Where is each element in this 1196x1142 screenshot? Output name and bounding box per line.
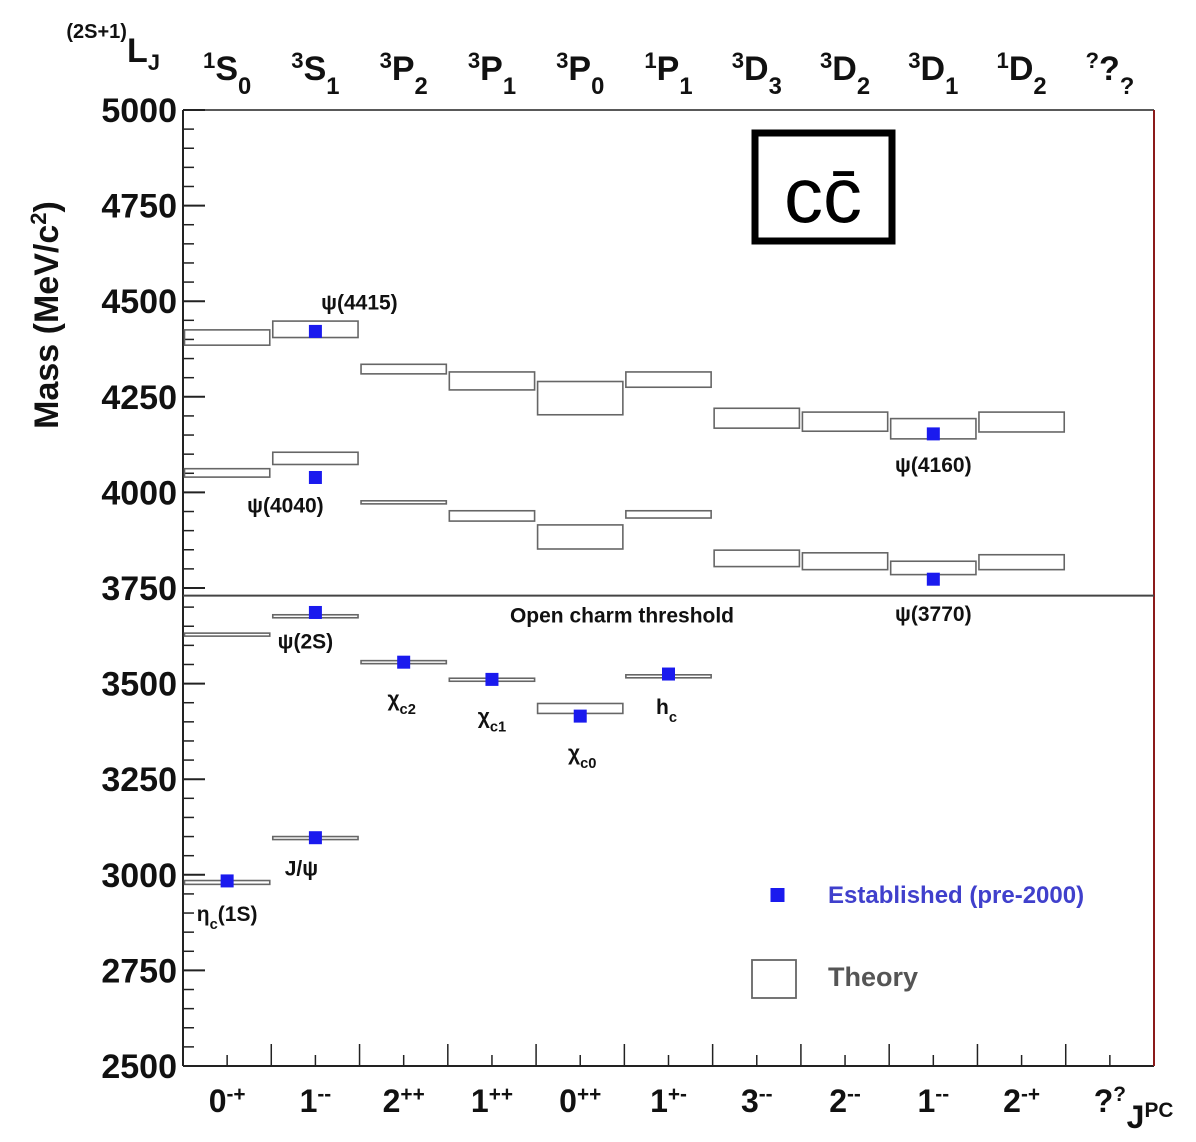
state-label: χc2 bbox=[387, 688, 415, 718]
legend-established-marker bbox=[770, 888, 785, 902]
theory-box bbox=[713, 549, 801, 568]
theory-box bbox=[889, 560, 977, 576]
state-label: ηc(1S) bbox=[197, 903, 258, 933]
established-point bbox=[308, 605, 322, 619]
y-axis-title: Mass (MeV/c2) bbox=[26, 201, 67, 429]
legend-theory-label: Theory bbox=[828, 962, 918, 992]
established-point bbox=[397, 655, 411, 669]
established-point bbox=[573, 709, 587, 723]
threshold-label: Open charm threshold bbox=[510, 605, 734, 628]
column-label-spectro: 1P1 bbox=[644, 48, 692, 100]
column-label-spectro: 1D2 bbox=[997, 48, 1047, 100]
y-tick-label: 4000 bbox=[101, 474, 177, 512]
theory-box bbox=[536, 524, 624, 550]
column-label-jpc: ?? bbox=[1094, 1083, 1126, 1120]
column-label-jpc: 1-- bbox=[300, 1083, 332, 1120]
column-label-spectro: 3P2 bbox=[380, 48, 428, 100]
column-label-spectro: 3D1 bbox=[908, 48, 958, 100]
column-label-jpc: 2++ bbox=[383, 1083, 425, 1120]
column-label-spectro: 3P0 bbox=[556, 48, 604, 100]
y-tick-label: 4750 bbox=[101, 188, 177, 226]
column-label-jpc: 1-- bbox=[917, 1083, 949, 1120]
state-label: ψ(4160) bbox=[895, 454, 972, 477]
y-tick-label: 4500 bbox=[101, 283, 177, 321]
y-tick-label: 4250 bbox=[101, 379, 177, 417]
column-label-jpc: 3-- bbox=[741, 1083, 773, 1120]
column-label-spectro: 3D3 bbox=[732, 48, 782, 100]
state-label: ψ(4040) bbox=[247, 494, 324, 517]
established-point bbox=[926, 572, 940, 586]
established-point bbox=[308, 831, 322, 845]
column-label-spectro: 3P1 bbox=[468, 48, 516, 100]
column-label-jpc: 0++ bbox=[559, 1083, 601, 1120]
theory-box bbox=[625, 509, 712, 519]
theory-box bbox=[271, 451, 359, 466]
y-tick-label: 3250 bbox=[101, 761, 177, 799]
theory-box bbox=[448, 509, 536, 522]
theory-box bbox=[448, 371, 536, 391]
legend-established-label: Established (pre-2000) bbox=[828, 882, 1084, 909]
column-label-jpc: 1+- bbox=[650, 1083, 687, 1120]
y-tick-label: 3000 bbox=[101, 857, 177, 895]
theory-box bbox=[360, 363, 448, 375]
theory-box bbox=[801, 411, 889, 433]
theory-box bbox=[536, 380, 624, 416]
column-label-jpc: 2-- bbox=[829, 1083, 861, 1120]
x-axis-title: JPC bbox=[1127, 1099, 1174, 1136]
theory-box bbox=[183, 632, 271, 637]
column-label-spectro: 3D2 bbox=[820, 48, 870, 100]
theory-box bbox=[183, 329, 271, 346]
y-tick-label: 2500 bbox=[101, 1048, 177, 1086]
column-label-spectro: 1S0 bbox=[203, 48, 251, 100]
state-label: χc1 bbox=[478, 705, 506, 735]
logo-frame bbox=[751, 129, 896, 245]
y-tick-label: 3500 bbox=[101, 666, 177, 704]
established-point bbox=[926, 427, 940, 441]
column-label-jpc: 2-+ bbox=[1003, 1083, 1040, 1120]
corner-label: (2S+1)LJ bbox=[66, 21, 160, 75]
column-label-spectro: ??? bbox=[1085, 48, 1134, 100]
established-point bbox=[662, 667, 675, 681]
established-point bbox=[308, 324, 322, 338]
theory-box bbox=[978, 553, 1066, 571]
established-point bbox=[308, 470, 322, 484]
established-point bbox=[485, 672, 499, 686]
theory-box bbox=[713, 407, 801, 429]
y-tick-label: 3750 bbox=[101, 570, 177, 608]
state-label: J/ψ bbox=[285, 858, 318, 881]
column-label-jpc: 1++ bbox=[471, 1083, 513, 1120]
state-label: hc bbox=[656, 696, 677, 726]
state-label: ψ(2S) bbox=[278, 630, 334, 653]
established-point bbox=[220, 874, 234, 888]
y-tick-label: 5000 bbox=[101, 92, 177, 130]
state-label: ψ(3770) bbox=[895, 603, 972, 626]
column-label-spectro: 3S1 bbox=[291, 48, 339, 100]
logo-text: cc̄ bbox=[784, 151, 862, 239]
y-tick-label: 2750 bbox=[101, 952, 177, 990]
state-label: ψ(4415) bbox=[321, 291, 398, 314]
theory-box bbox=[978, 411, 1066, 433]
theory-box bbox=[183, 467, 271, 478]
theory-box bbox=[625, 371, 712, 389]
column-label-jpc: 0-+ bbox=[209, 1083, 246, 1120]
state-label: χc0 bbox=[568, 742, 596, 772]
theory-box bbox=[801, 552, 889, 571]
theory-box bbox=[360, 500, 448, 505]
legend-theory-marker bbox=[751, 959, 797, 999]
